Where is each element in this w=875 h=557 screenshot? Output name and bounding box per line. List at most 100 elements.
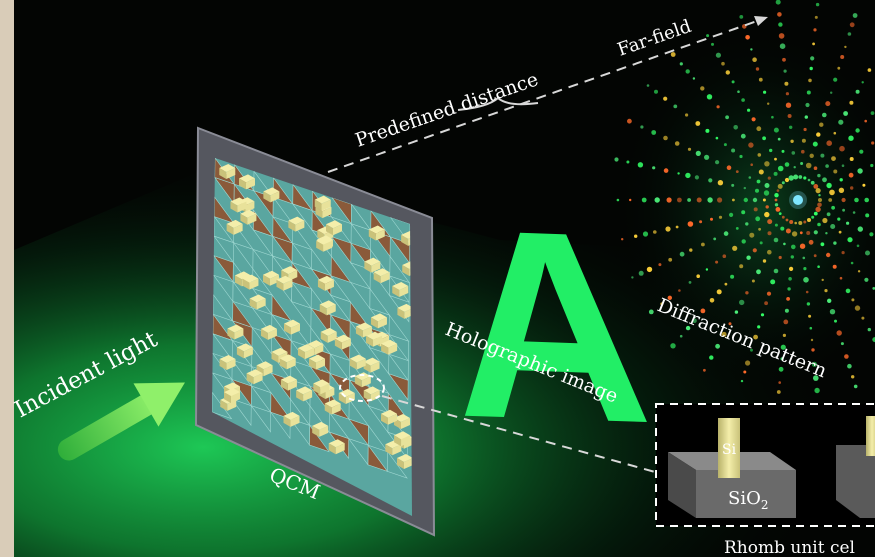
diffraction-dot — [829, 189, 835, 196]
diffraction-dot — [679, 251, 685, 257]
diffraction-dot — [857, 270, 861, 273]
diffraction-dot — [648, 309, 654, 315]
nanopillar — [279, 354, 296, 370]
diffraction-dot — [805, 102, 810, 108]
diffraction-dot — [731, 80, 735, 84]
diffraction-dot — [700, 86, 705, 91]
diffraction-dot — [806, 231, 811, 235]
diffraction-dot — [846, 221, 850, 225]
nanopillar — [313, 379, 330, 395]
diffraction-dot — [775, 207, 781, 212]
diffraction-dot — [747, 108, 751, 112]
diffraction-dot — [767, 231, 772, 236]
diffraction-dot — [782, 333, 787, 337]
si-pillar-second — [866, 416, 875, 456]
diffraction-dot — [739, 154, 743, 159]
diffraction-dot — [778, 255, 782, 260]
diffraction-dot — [763, 90, 767, 94]
diffraction-dot — [685, 113, 689, 117]
diffraction-dot — [812, 42, 815, 46]
diffraction-dot — [718, 215, 723, 219]
diffraction-dot — [673, 104, 678, 109]
diffraction-dot — [778, 366, 784, 372]
diffraction-dot — [813, 184, 819, 189]
nanopillar — [364, 257, 381, 273]
diffraction-dot — [809, 66, 813, 71]
nanopillar — [219, 355, 236, 371]
tile — [388, 334, 409, 362]
substrate-second — [836, 445, 875, 518]
diffraction-dot — [774, 157, 777, 161]
nanopillar — [263, 187, 280, 203]
diffraction-dot — [766, 291, 772, 296]
diffraction-dot — [743, 186, 746, 190]
diffraction-dot — [757, 153, 762, 157]
diffraction-dot — [833, 241, 837, 245]
diffraction-dot — [818, 194, 821, 197]
diffraction-dot — [774, 223, 778, 227]
diffraction-dot — [808, 239, 814, 245]
diffraction-dot — [840, 342, 844, 346]
diffraction-dot — [855, 89, 860, 94]
diffraction-dot — [782, 57, 786, 62]
tile — [232, 242, 254, 270]
tile — [367, 424, 389, 453]
diffraction-dot — [831, 156, 836, 162]
diffraction-dot — [670, 343, 676, 349]
diffraction-dot — [818, 198, 822, 202]
nanopillar — [312, 421, 329, 437]
nanopillar — [240, 209, 257, 225]
diffraction-dot — [758, 169, 764, 175]
diffraction-dot — [722, 254, 727, 258]
diffraction-dot — [831, 205, 835, 210]
nanopillar — [309, 354, 326, 370]
diffraction-dot — [755, 188, 759, 193]
far-field-arrowhead-icon — [754, 16, 768, 26]
diffraction-dot — [703, 368, 706, 372]
tile — [232, 280, 254, 309]
diffraction-dot — [726, 165, 732, 170]
diffraction-dot — [822, 177, 827, 183]
diffraction-dot — [814, 15, 818, 19]
diffraction-dot — [778, 22, 783, 27]
diffraction-dot — [833, 169, 838, 174]
diffraction-dot — [741, 239, 746, 244]
diffraction-dot — [861, 81, 864, 84]
diffraction-dot — [781, 181, 785, 185]
diffraction-dot — [811, 361, 818, 367]
nanopillar — [381, 409, 398, 425]
diffraction-dot — [678, 289, 681, 292]
diffraction-dot — [789, 220, 794, 224]
diffraction-dot — [864, 119, 867, 123]
diffraction-dot — [769, 148, 773, 153]
diffraction-dot — [677, 197, 682, 203]
diffraction-dot — [780, 357, 784, 361]
diffraction-dot — [849, 100, 854, 105]
diffraction-dot — [825, 232, 828, 235]
diffraction-dot — [805, 290, 809, 294]
diffraction-dot — [854, 305, 861, 311]
diffraction-dot — [840, 55, 845, 59]
nanopillar — [394, 431, 411, 447]
nanopillar — [288, 216, 305, 232]
diffraction-dot — [805, 162, 812, 169]
diffraction-dot — [834, 319, 837, 323]
diffraction-dot — [774, 203, 779, 207]
diffraction-dot — [705, 268, 709, 271]
diffraction-dot — [749, 232, 755, 238]
diffraction-dot — [654, 197, 660, 203]
diffraction-dot — [862, 183, 866, 187]
diffraction-dot — [746, 255, 751, 260]
diffraction-dot — [774, 193, 779, 198]
diffraction-dot — [735, 227, 739, 230]
diffraction-dot — [826, 140, 832, 146]
diffraction-dot — [685, 172, 691, 179]
diffraction-dot — [694, 175, 700, 180]
diffraction-dot — [753, 334, 758, 340]
diffraction-dot — [859, 149, 864, 154]
diffraction-dot — [696, 197, 702, 203]
diffraction-dot — [857, 168, 863, 174]
diffraction-dot — [869, 232, 874, 237]
diffraction-dot — [757, 325, 761, 329]
diffraction-dot — [787, 114, 792, 118]
